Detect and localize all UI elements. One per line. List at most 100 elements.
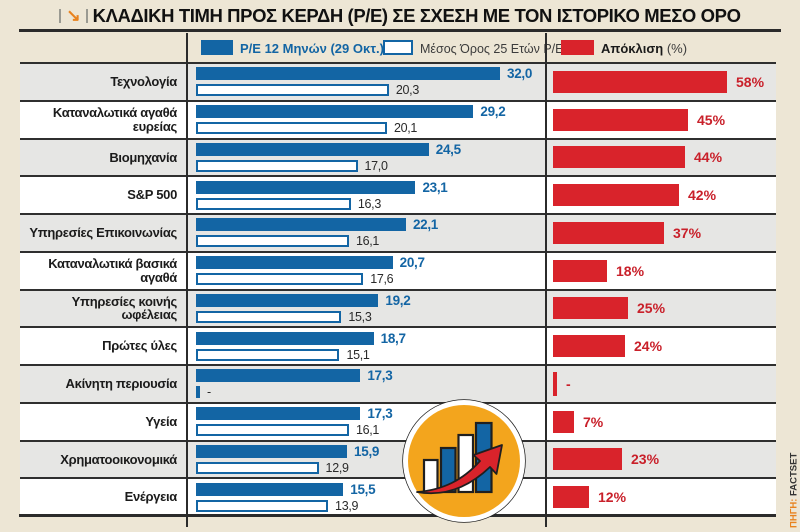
avg-value-label: 16,3 (357, 196, 381, 211)
deviation-bar (553, 297, 628, 320)
pe-bar-line: 17,3 (196, 406, 545, 421)
pe-bar (196, 180, 416, 194)
deviation-value-label: 42% (688, 187, 717, 204)
deviation-value-label: 25% (637, 300, 666, 317)
sector-label: Καταναλωτικά αγαθά ευρείας (52, 104, 177, 134)
deviation-value-label: 24% (634, 338, 663, 355)
pe-bar-line: 15,5 (196, 482, 545, 497)
pe-bar-line: 18,7 (196, 331, 545, 346)
bottom-rule (19, 514, 776, 517)
deviation-bar (553, 448, 622, 471)
source-name: FACTSET (788, 452, 800, 496)
table-row: Υγεία 17,3 16,1 7% (20, 403, 776, 442)
pe-value-label: 19,2 (385, 292, 411, 308)
deviation-cell: - (545, 366, 776, 402)
table-row: S&P 500 23,1 16,3 42% (20, 177, 776, 215)
deviation-cell: 25% (545, 291, 776, 327)
deviation-cell: 44% (545, 140, 776, 176)
pe-value-label: 15,9 (354, 443, 380, 459)
deviation-cell: 12% (545, 479, 776, 515)
pe-value-label: 18,7 (380, 330, 406, 346)
pe-bar-line: 24,5 (196, 142, 545, 157)
pe-value-label: 32,0 (507, 66, 533, 82)
pe-value-label: 17,3 (367, 406, 393, 422)
pe-bars-cell: 19,2 15,3 (186, 291, 545, 327)
deviation-value-label: 44% (694, 149, 723, 166)
avg-bar (196, 84, 389, 97)
deviation-missing-tick (553, 371, 557, 396)
title-separator-bar (85, 9, 88, 23)
avg-bar (196, 424, 349, 437)
chart-legend: P/E 12 Μηνών (29 Οκτ.) Μέσος Όρος 25 Ετώ… (0, 33, 800, 62)
sector-label: Τεχνολογία (110, 74, 177, 90)
growth-chart-logo (402, 399, 526, 523)
avg-bar (196, 235, 349, 248)
avg-bar (196, 122, 387, 135)
pe-bar-line: 22,1 (196, 217, 545, 232)
pe-value-label: 22,1 (412, 217, 439, 233)
pe-value-label: 20,7 (399, 255, 425, 271)
sector-label: Υπηρεσίες Επικοινωνίας (29, 225, 177, 241)
pe-bars-cell: 15,5 13,9 (186, 479, 545, 515)
avg-bar-line: 15,1 (196, 348, 545, 362)
chart-rows: Τεχνολογία 32,0 20,3 58% Καταναλωτικά αγαθά … (20, 62, 776, 517)
avg-bar (196, 310, 342, 323)
avg-bar (196, 461, 319, 474)
deviation-cell: 37% (545, 215, 776, 251)
deviation-value-label: 45% (697, 111, 726, 128)
table-row: Καταναλωτικά αγαθά ευρείας 29,2 20,1 45% (20, 101, 776, 140)
avg-bar-line: 20,3 (196, 83, 545, 97)
sector-label: S&P 500 (127, 187, 177, 203)
source-prefix: ΠΗΓΗ: (788, 498, 800, 528)
avg-value-label: 16,1 (355, 423, 380, 438)
avg-bar (196, 499, 329, 512)
avg-bar-line: 13,9 (196, 499, 545, 513)
pe-value-label: 17,3 (367, 368, 393, 384)
deviation-bar (553, 259, 607, 282)
sector-label: Υγεία (145, 413, 177, 429)
avg-bar-line: 15,3 (196, 310, 545, 324)
deviation-value-label: - (566, 375, 571, 392)
table-row: Υπηρεσίες Επικοινωνίας 22,1 16,1 37% (20, 215, 776, 253)
deviation-cell: 58% (545, 64, 776, 100)
avg-missing-tick (196, 386, 200, 399)
deviation-bar (553, 146, 685, 169)
avg-value-label: 15,3 (348, 309, 372, 324)
avg-bar (196, 273, 364, 286)
pe-bar-line: 20,7 (196, 255, 545, 270)
avg-bar (196, 348, 340, 361)
avg-value-label: 16,1 (355, 234, 380, 249)
legend-label-deviation-suffix: (%) (666, 41, 688, 56)
avg-bar-line: 16,1 (196, 234, 545, 248)
pe-bars-cell: 24,5 17,0 (186, 140, 545, 176)
sector-label: Ενέργεια (124, 489, 178, 505)
pe-bars-cell: 17,3 - (186, 366, 545, 402)
pe-bar-line: 29,2 (196, 104, 545, 119)
pe-bar (196, 67, 500, 81)
deviation-bar (553, 221, 664, 244)
deviation-bar (553, 108, 688, 131)
pe-bar (196, 331, 374, 345)
deviation-bar (553, 486, 589, 509)
pe-bars-cell: 18,7 15,1 (186, 328, 545, 364)
avg-bar-line: 16,3 (196, 197, 545, 211)
pe-bar (196, 105, 474, 119)
page-title: ΚΛΑΔΙΚΗ ΤΙΜΗ ΠΡΟΣ ΚΕΡΔΗ (P/E) ΣΕ ΣΧΕΣΗ Μ… (92, 5, 741, 26)
avg-value-label: 13,9 (335, 498, 359, 513)
table-row: Χρηματοοικονομικά 15,9 12,9 23% (20, 441, 776, 480)
pe-value-label: 15,5 (350, 481, 376, 497)
divider-bars-deviation (545, 33, 547, 527)
pe-bar (196, 369, 361, 383)
legend-label-avg25: Μέσος Όρος 25 Ετών P/E (420, 42, 564, 56)
deviation-cell: 18% (545, 253, 776, 289)
avg-value-label: 20,3 (395, 83, 419, 98)
sector-label: Καταναλωτικά βασικά αγαθά (48, 255, 177, 285)
pe-bars-cell: 29,2 20,1 (186, 102, 545, 138)
table-row: Ενέργεια 15,5 13,9 12% (20, 479, 776, 517)
legend-label-deviation-word: Απόκλιση (601, 41, 664, 56)
pe-bars-cell: 23,1 16,3 (186, 177, 545, 213)
table-row: Τεχνολογία 32,0 20,3 58% (20, 64, 776, 102)
avg-value-label: 12,9 (325, 460, 349, 475)
legend-label-deviation: Απόκλιση (%) (601, 41, 687, 56)
